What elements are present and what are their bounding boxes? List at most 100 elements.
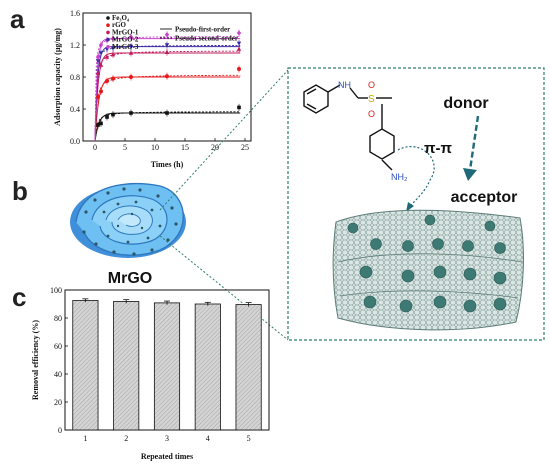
chart-c-ytick-label: 80 [54, 314, 62, 323]
legend-fit-first-order-label: Pseudo-first-order [175, 26, 230, 34]
series-fit-second-order [94, 44, 241, 142]
legend-marker [106, 30, 110, 35]
chart-c-ytick-label: 60 [54, 342, 62, 351]
legend-marker [106, 37, 110, 42]
series-fit-second-order [94, 36, 241, 142]
molecule-s-label: S [368, 94, 375, 105]
chart-a-ytick-label: 0.8 [70, 73, 80, 82]
data-point [236, 46, 242, 51]
molecule-nh-label: NH [338, 80, 351, 90]
chart-a-xtick-label: 10 [151, 143, 159, 152]
data-point [96, 95, 100, 99]
chart-c-xtick-label: 2 [124, 434, 128, 443]
data-point [95, 59, 101, 64]
legend-marker [106, 45, 110, 49]
donor-acceptor-arrowhead [463, 168, 477, 181]
bar [235, 304, 262, 431]
data-point [129, 75, 133, 79]
pi-pi-label: π-π [424, 140, 452, 157]
legend-label: MrGO-3 [112, 43, 139, 51]
data-point [128, 50, 134, 55]
chart-c-ytick-label: 100 [50, 286, 62, 295]
data-point [165, 111, 169, 115]
donor-acceptor-dashed-arrow [468, 115, 480, 171]
chart-a-xlabel: Times (h) [151, 160, 184, 169]
molecule-o-top-label: O [368, 80, 375, 90]
chart-a-ytick-label: 1.2 [70, 41, 80, 50]
chart-c-xtick-label: 1 [83, 434, 87, 443]
data-point [237, 105, 241, 110]
acceptor-label: acceptor [451, 189, 518, 206]
bar [113, 301, 140, 431]
data-point [236, 30, 242, 36]
data-point [95, 70, 101, 75]
data-point [98, 42, 104, 48]
data-point [111, 76, 115, 81]
chart-c-xtick-label: 5 [247, 434, 251, 443]
data-point [110, 52, 116, 57]
data-point [164, 49, 170, 54]
data-point [165, 74, 169, 79]
sulfonamide-molecule [303, 84, 395, 171]
chart-c-ytick-label: 0 [58, 426, 62, 435]
graphene-sheet-illustration [332, 209, 524, 331]
data-point [110, 46, 116, 51]
data-point [128, 34, 134, 40]
data-point [104, 54, 110, 59]
chart-a-xtick-label: 15 [181, 143, 189, 152]
data-point [164, 43, 170, 48]
data-point [110, 36, 116, 42]
legend-marker [106, 16, 110, 20]
chart-a-xtick-label: 5 [123, 143, 127, 152]
data-point [99, 121, 103, 126]
zoom-detail-box [287, 67, 545, 341]
chart-a-ytick-label: 0.0 [70, 137, 80, 146]
mrgo-rosette-illustration [70, 182, 186, 258]
legend-label: Fe₃O₄ [112, 14, 130, 22]
pi-pi-dashed-arrow [397, 145, 435, 207]
panel-label-c: c [12, 282, 27, 312]
chart-a-ytick-label: 1.6 [70, 9, 80, 18]
molecule-nh2-label: NH₂ [391, 172, 408, 182]
data-point [99, 89, 103, 94]
panel-label-b: b [12, 176, 28, 206]
chart-a-xtick-label: 25 [241, 143, 249, 152]
data-point [105, 79, 109, 83]
data-point [111, 112, 115, 117]
data-point [105, 115, 109, 119]
chart-a-xtick-label: 20 [211, 143, 219, 152]
zoom-connector-bottom [159, 235, 289, 341]
donor-label: donor [443, 95, 488, 112]
bar [153, 302, 181, 431]
bar [72, 300, 99, 431]
data-point [164, 32, 170, 38]
legend-fit-second-order-label: Pseudo-second-order [175, 35, 238, 43]
data-point [98, 62, 104, 67]
legend-label: MrGO-1 [112, 28, 139, 36]
panel-label-a: a [10, 4, 25, 34]
chart-c-ytick-label: 20 [54, 398, 62, 407]
legend-marker [106, 23, 110, 28]
mrgo-label: MrGO [108, 270, 152, 287]
chart-a-xtick-label: 0 [93, 143, 97, 152]
chart-c-xtick-label: 4 [206, 434, 210, 443]
data-point [98, 51, 104, 56]
chart-a-ytick-label: 0.4 [70, 105, 80, 114]
chart-a-ylabel: Adsorption capacity (μg/mg) [53, 28, 62, 126]
series-fit-first-order [94, 46, 241, 142]
chart-c-xlabel: Repeated times [141, 452, 193, 461]
data-point [96, 123, 100, 127]
bar [194, 303, 221, 431]
data-point [129, 111, 133, 115]
chart-c-xtick-label: 3 [165, 434, 169, 443]
data-point [236, 41, 242, 46]
pi-pi-arrowhead [406, 202, 414, 212]
chart-c-ylabel: Removal efficiency (%) [31, 320, 40, 400]
data-point [128, 44, 134, 49]
legend-label: rGO [112, 21, 127, 29]
data-point [237, 67, 241, 71]
